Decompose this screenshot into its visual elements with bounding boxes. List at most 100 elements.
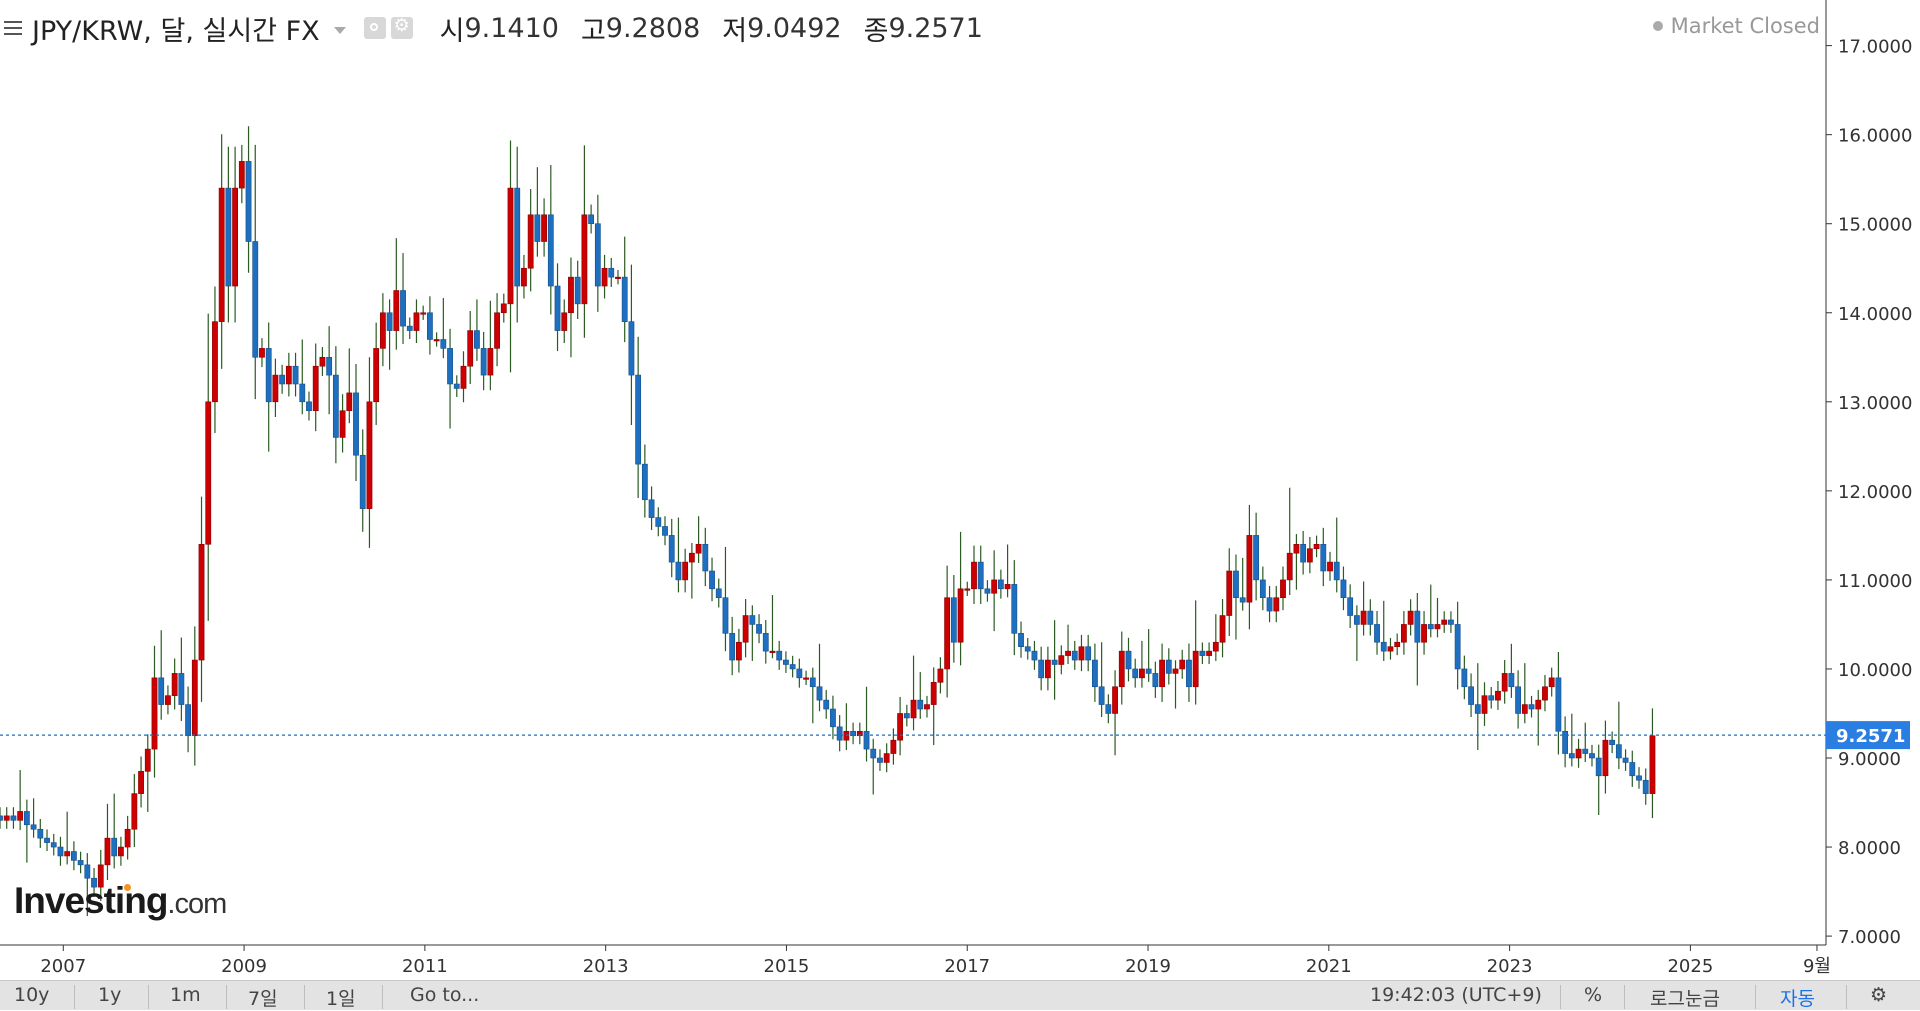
y-tick-label: 12.0000 [1838, 482, 1912, 503]
candle-body [292, 365, 299, 385]
candle-body [803, 677, 809, 680]
symbol-title[interactable]: JPY/KRW, 달, 실시간 FX [32, 15, 320, 47]
candle-body [1300, 543, 1307, 563]
candle-body [715, 588, 722, 599]
candle-body [400, 290, 406, 327]
hamburger-icon[interactable] [2, 17, 24, 39]
candle-body [1528, 704, 1535, 710]
candle-body [252, 241, 259, 358]
candle-body [312, 365, 319, 412]
candle-body [1058, 655, 1065, 665]
candle-body [1266, 597, 1273, 612]
candle-body [185, 704, 191, 737]
candle-body [84, 864, 91, 879]
candle-body [279, 374, 286, 385]
candle-body [373, 348, 380, 403]
investing-logo: Investing.com [14, 880, 227, 922]
candle-body [353, 392, 359, 456]
candle-body [601, 267, 608, 287]
range-1d-button[interactable]: 1일 [326, 988, 356, 1010]
candle-body [1004, 584, 1011, 590]
y-tick-label: 10.0000 [1838, 660, 1912, 681]
candle-body [64, 851, 71, 857]
candle-body [897, 713, 904, 741]
candle-body [870, 748, 877, 759]
candle-body [514, 187, 521, 287]
candle-body [1098, 686, 1105, 705]
candle-body [3, 815, 10, 821]
range-1y-button[interactable]: 1y [98, 984, 122, 1006]
candle-body [1609, 739, 1616, 745]
candle-body [769, 650, 776, 653]
close-value: 9.2571 [888, 12, 983, 44]
candle-body [447, 348, 453, 385]
candle-body [1454, 624, 1461, 670]
candle-body [1306, 548, 1313, 563]
candle-body [1313, 543, 1320, 550]
divider [74, 985, 75, 1009]
candle-body [1421, 624, 1427, 643]
candle-body [1380, 641, 1387, 652]
range-7d-button[interactable]: 7일 [248, 988, 278, 1010]
goto-button[interactable]: Go to... [410, 984, 480, 1006]
log-scale-button[interactable]: 로그눈금 [1650, 988, 1720, 1010]
candle-body [474, 330, 480, 349]
settings-icon[interactable] [390, 15, 413, 39]
divider [382, 985, 383, 1009]
candle-body [830, 708, 836, 728]
divider [148, 985, 149, 1009]
candle-body [1535, 699, 1542, 710]
candle-body [494, 312, 500, 349]
candle-body [1239, 597, 1246, 603]
candle-body [1589, 753, 1595, 759]
candle-body [124, 828, 131, 848]
candle-body [433, 339, 440, 342]
high-label: 고 [580, 15, 606, 47]
candle-body [1085, 646, 1092, 661]
candle-body [561, 312, 568, 331]
candle-body [299, 383, 306, 403]
auto-scale-button[interactable]: 자동 [1780, 988, 1815, 1010]
candle-body [1515, 686, 1521, 714]
y-tick-label: 17.0000 [1838, 37, 1912, 58]
candle-body [259, 348, 265, 358]
candle-body [615, 276, 621, 279]
chart-header: JPY/KRW, 달, 실시간 FX 시 9.1410 고 9.2808 저 9… [0, 8, 983, 48]
candle-body [628, 321, 635, 376]
settings-gear-icon[interactable]: ⚙ [1870, 984, 1888, 1006]
divider [1755, 985, 1756, 1009]
chevron-down-icon[interactable] [333, 26, 346, 34]
percent-button[interactable]: % [1584, 984, 1603, 1006]
candle-body [37, 828, 44, 839]
candle-body [1092, 659, 1098, 688]
last-price-label: 9.2571 [1836, 726, 1905, 747]
candle-body [1521, 704, 1528, 714]
range-10y-button[interactable]: 10y [14, 984, 50, 1006]
x-tick-label: 2019 [1125, 956, 1171, 977]
candle-body [991, 579, 998, 594]
range-1m-button[interactable]: 1m [170, 984, 201, 1006]
candle-body [1038, 659, 1045, 679]
candle-body [1118, 650, 1125, 688]
candle-body [500, 303, 507, 314]
candle-body [1280, 579, 1286, 599]
candle-body [1051, 659, 1058, 665]
candle-body [1495, 690, 1501, 701]
candle-body [568, 276, 574, 314]
candle-body [648, 499, 655, 518]
candle-body [507, 187, 514, 305]
candle-body [655, 517, 662, 527]
candle-body [1186, 659, 1192, 688]
y-tick-label: 11.0000 [1838, 571, 1912, 592]
candle-body [205, 401, 212, 545]
candle-body [379, 312, 386, 349]
candle-body [608, 267, 615, 278]
candle-body [1615, 744, 1622, 759]
candle-body [668, 535, 675, 563]
market-status: Market Closed [1652, 14, 1820, 38]
visibility-icon[interactable] [363, 17, 386, 39]
candle-body [903, 713, 910, 719]
candle-body [574, 276, 581, 305]
